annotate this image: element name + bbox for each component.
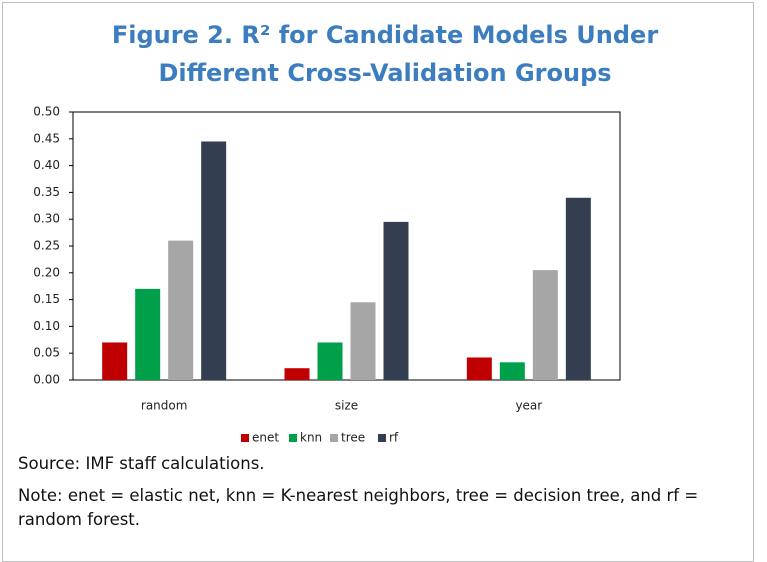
- bar: [383, 221, 409, 380]
- x-tick-label: random: [141, 399, 188, 413]
- y-tick-label: 0.35: [33, 185, 60, 199]
- plot-frame: [72, 111, 621, 381]
- legend-label: rf: [389, 431, 399, 445]
- legend-label: knn: [300, 431, 322, 445]
- y-tick-label: 0.30: [33, 212, 60, 226]
- note: Note: enet = elastic net, knn = K-neares…: [18, 486, 699, 529]
- legend-swatch: [330, 434, 338, 442]
- chart-title: Figure 2. R² for Candidate Models Under …: [111, 21, 659, 87]
- y-tick-label: 0.20: [33, 265, 60, 279]
- y-tick-label: 0.40: [33, 158, 60, 172]
- legend-swatch: [241, 434, 249, 442]
- page: Figure 2. R² for Candidate Models Under …: [2, 2, 754, 562]
- y-tick-label: 0.00: [33, 373, 60, 387]
- bar: [168, 240, 194, 380]
- legend-label: enet: [252, 431, 279, 445]
- bar: [350, 302, 376, 380]
- y-tick-label: 0.25: [33, 239, 60, 253]
- x-tick-label: size: [335, 399, 358, 413]
- bar: [565, 197, 591, 380]
- y-tick-label: 0.05: [33, 346, 60, 360]
- legend-label: tree: [341, 431, 365, 445]
- legend-swatch: [289, 434, 297, 442]
- chart: 0.00 0.05 0.10 0.15 0.20 0.25 0.30 0.35 0.40 0.45…: [33, 105, 621, 445]
- y-tick-label: 0.50: [33, 105, 60, 119]
- source: Source: IMF staff calculations.: [18, 454, 265, 473]
- legend-swatch: [378, 434, 386, 442]
- bar: [201, 141, 227, 380]
- x-tick-label: year: [515, 399, 542, 413]
- bar: [532, 270, 558, 380]
- bar: [135, 288, 161, 380]
- bar: [284, 368, 310, 380]
- y-tick-label: 0.15: [33, 292, 60, 306]
- bar: [499, 362, 525, 380]
- bar: [466, 357, 492, 380]
- y-tick-label: 0.45: [33, 131, 60, 145]
- bar: [102, 342, 128, 380]
- bar: [317, 342, 343, 380]
- y-tick-label: 0.10: [33, 319, 60, 333]
